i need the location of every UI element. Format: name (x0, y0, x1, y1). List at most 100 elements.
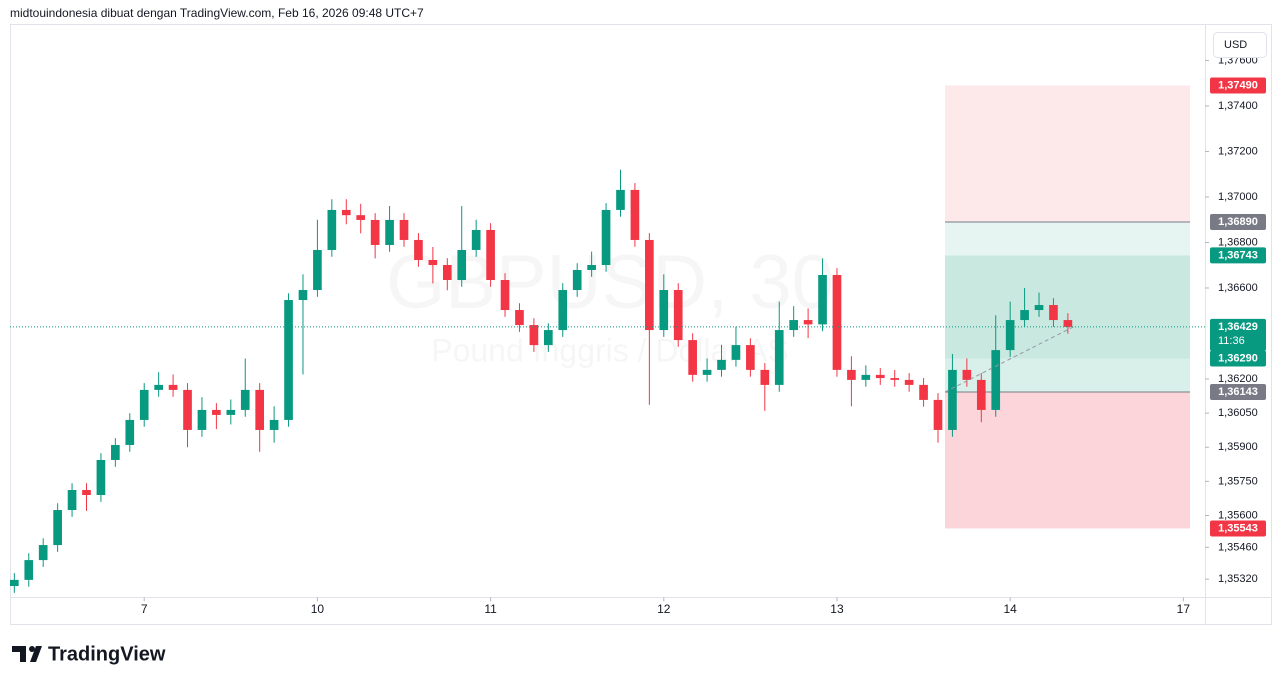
x-tick-label: 10 (311, 602, 325, 616)
candle-body (587, 264, 596, 270)
candle-body (659, 290, 669, 331)
position-zone (945, 85, 1190, 222)
y-tick-label: 1,36600 (1218, 282, 1258, 294)
candle-body (1063, 320, 1073, 327)
position-zone (945, 221, 1190, 256)
candle-body (500, 280, 510, 311)
y-tick-label: 1,35460 (1218, 541, 1258, 553)
candle-body (1049, 305, 1058, 321)
logo-text: TradingView (48, 643, 166, 665)
position-zone (945, 358, 1190, 392)
candle-body (269, 419, 279, 430)
candle-body (904, 379, 914, 385)
y-tick-label: 1,36800 (1218, 236, 1258, 248)
price-label-box (1210, 77, 1266, 94)
candle-body (616, 189, 625, 210)
candle-body (428, 259, 438, 265)
candle-body (1034, 305, 1044, 311)
candle-body (442, 264, 452, 281)
x-tick-label: 17 (1177, 602, 1191, 616)
countdown: 11:36 (1218, 335, 1245, 347)
candle-body (731, 345, 741, 360)
candles (10, 169, 1073, 593)
candle-body (803, 320, 813, 325)
candle-body (154, 384, 163, 390)
candle-body (385, 219, 394, 245)
x-tick-label: 11 (484, 602, 497, 616)
attribution: midtouindonesia dibuat dengan TradingVie… (10, 6, 424, 20)
candle-body (572, 269, 582, 291)
candle-body (183, 389, 192, 430)
candle-body (558, 290, 568, 331)
candle-body (630, 189, 640, 240)
candle-body (717, 359, 726, 370)
candle-body (688, 340, 697, 375)
y-tick-label: 1,36200 (1218, 373, 1258, 385)
candle-body (255, 389, 265, 430)
candle-body (38, 545, 48, 561)
logo-icon (12, 646, 42, 662)
logo-dot (29, 646, 35, 652)
candle-body (890, 378, 900, 380)
candle-body (991, 350, 1001, 410)
price-label: 1,36429 (1218, 321, 1258, 333)
currency-box[interactable] (1213, 32, 1267, 58)
price-label-box (1210, 520, 1266, 537)
currency: USD (1224, 39, 1247, 51)
candle-body (457, 249, 467, 281)
position-zone (945, 391, 1190, 529)
price-label: 1,36290 (1218, 352, 1258, 364)
x-tick-label: 7 (141, 602, 148, 616)
candle-body (414, 239, 423, 260)
candle-body (919, 384, 928, 400)
candle-body (197, 409, 207, 430)
candle-body (471, 229, 481, 250)
candle-body (962, 369, 972, 380)
candle-body (746, 345, 755, 370)
candle-body (875, 374, 885, 379)
candle-body (948, 369, 957, 430)
price-label: 1,37490 (1218, 79, 1258, 91)
watermark-subtitle: Pound Inggris / Dollar AS (431, 332, 789, 368)
y-tick-label: 1,35750 (1218, 475, 1258, 487)
candle-body (67, 490, 77, 511)
candle-body (1020, 310, 1029, 321)
candle-body (356, 215, 366, 220)
candle-body (10, 579, 19, 587)
y-tick-label: 1,37200 (1218, 145, 1258, 157)
candle-body (601, 209, 611, 265)
projection-line (944, 325, 1076, 393)
candle-body (1005, 320, 1015, 351)
price-label: 1,36890 (1218, 216, 1258, 228)
candle-body (529, 325, 539, 346)
y-tick-label: 1,37400 (1218, 100, 1258, 112)
candle-body (861, 374, 871, 380)
candle-body (543, 330, 553, 346)
price-label: 1,35543 (1218, 522, 1258, 534)
candle-body (298, 290, 308, 301)
y-tick-label: 1,36050 (1218, 407, 1258, 419)
candle-body (111, 444, 120, 460)
candle-body (168, 384, 178, 390)
candle-body (370, 219, 380, 245)
y-tick-label: 1,37000 (1218, 191, 1258, 203)
candle-body (976, 379, 986, 410)
candle-body (515, 310, 524, 326)
candle-body (702, 369, 712, 375)
x-tick-label: 14 (1003, 602, 1017, 616)
price-label-box (1210, 247, 1266, 264)
candle-body (226, 409, 236, 415)
x-tick-label: 13 (830, 602, 844, 616)
candle-body (774, 330, 784, 385)
candle-body (847, 369, 856, 380)
candle-body (645, 239, 654, 331)
price-label-box (1210, 213, 1266, 230)
price-label-box (1210, 383, 1266, 400)
position-tool (945, 85, 1190, 529)
candle-body (240, 389, 250, 410)
candle-body (760, 369, 770, 385)
candle-body (832, 275, 842, 370)
candle-body (818, 275, 827, 325)
candle-body (284, 300, 293, 420)
